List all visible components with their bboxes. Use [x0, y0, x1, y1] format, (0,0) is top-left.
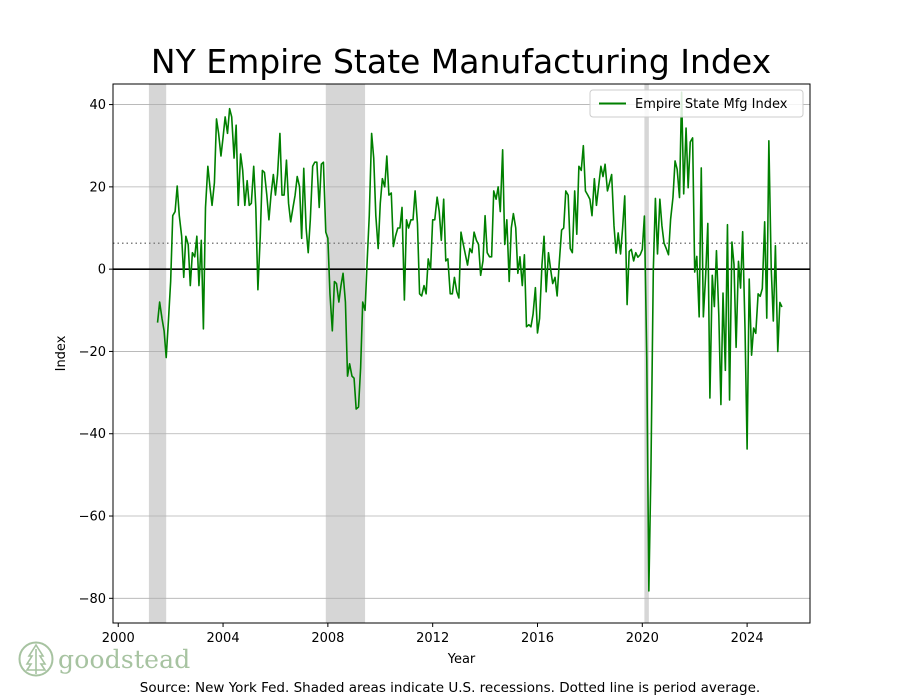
y-tick-label: 0: [98, 263, 106, 278]
y-tick-label: 20: [89, 180, 106, 195]
logo-wordmark: goodstead: [58, 644, 191, 674]
chart-caption: Source: New York Fed. Shaded areas indic…: [139, 680, 761, 696]
x-tick-label: 2000: [102, 631, 135, 646]
x-axis-label: Year: [447, 652, 476, 667]
legend-box: [589, 89, 804, 118]
plot-frame: [112, 83, 811, 624]
x-tick-label: 2016: [521, 631, 554, 646]
y-tick-label: −60: [79, 510, 106, 525]
x-tick-label: 2024: [731, 631, 764, 646]
y-tick-label: −20: [79, 345, 106, 360]
chart-title: NY Empire State Manufacturing Index: [150, 42, 772, 81]
x-tick-label: 2004: [207, 631, 240, 646]
legend-label-1: Empire State Mfg Index: [635, 97, 788, 112]
series-line-1: [156, 91, 783, 592]
x-tick-label: 2008: [311, 631, 344, 646]
recession-band-2: [325, 84, 366, 623]
y-tick-label: −80: [79, 592, 106, 607]
y-tick-label: −40: [79, 427, 106, 442]
x-tick-label: 2012: [416, 631, 449, 646]
tree-icon: [18, 641, 54, 677]
recession-band-1: [148, 84, 167, 623]
y-axis-label: Index: [54, 335, 69, 371]
goodstead-logo: goodstead: [18, 640, 191, 678]
x-tick-label: 2020: [626, 631, 659, 646]
y-tick-label: 40: [89, 98, 106, 113]
